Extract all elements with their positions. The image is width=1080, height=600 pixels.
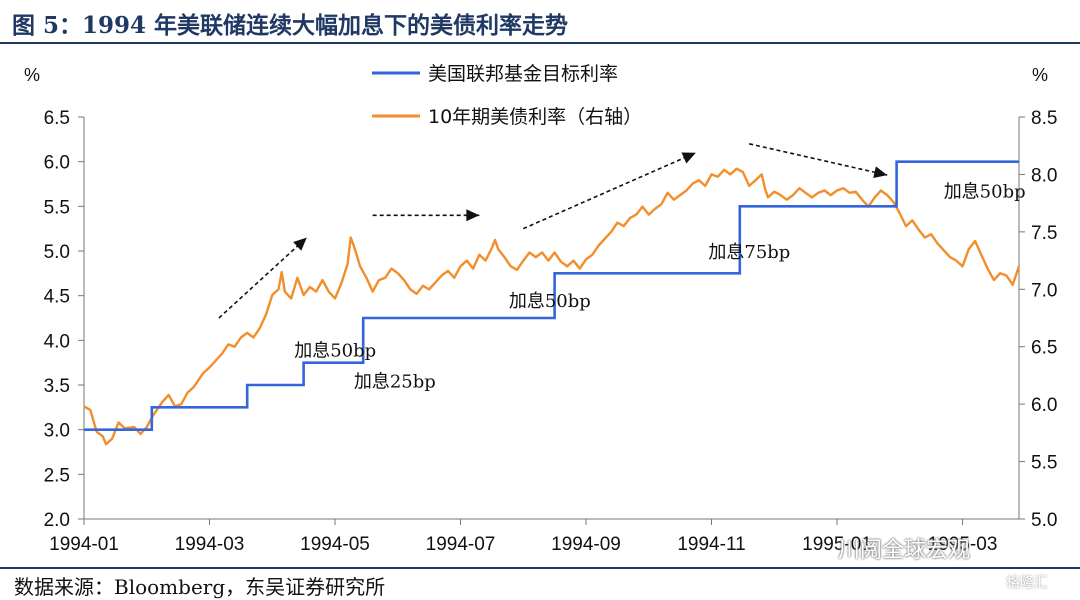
left-tick-label: 5.0 — [44, 242, 70, 263]
right-tick-label: 5.5 — [1031, 453, 1057, 474]
rate-hike-annotations: 加息25bp 加息50bp 加息50bp 加息75bp 加息50bp — [294, 181, 1025, 392]
left-y-unit: % — [24, 65, 40, 85]
left-tick-label: 5.5 — [44, 197, 70, 218]
right-tick-label: 5.0 — [1031, 510, 1057, 531]
trend-arrow-shaft — [522, 152, 697, 230]
left-tick-label: 3.5 — [44, 376, 70, 397]
left-tick-label: 6.5 — [44, 108, 70, 129]
rate-hike-label: 加息50bp — [509, 291, 591, 312]
left-tick-label: 4.0 — [44, 331, 70, 352]
left-tick-labels: 2.0 2.5 3.0 3.5 4.0 4.5 5.0 5.5 6.0 6.5 — [44, 108, 84, 531]
right-tick-label: 7.5 — [1031, 223, 1057, 244]
legend-label-ust: 10年期美债利率（右轴） — [428, 106, 642, 128]
x-tick-label: 1994-01 — [49, 534, 119, 555]
trend-arrow-head — [873, 166, 888, 179]
legend: 美国联邦基金目标利率 10年期美债利率（右轴） — [372, 63, 642, 128]
trend-arrow-head — [293, 237, 307, 251]
left-y-axis: % 2.0 2.5 3.0 3.5 4.0 4.5 5.0 5.5 6.0 6.5 — [24, 65, 85, 531]
x-tick-label: 1994-05 — [300, 534, 370, 555]
x-tick-label: 1995-03 — [928, 534, 998, 555]
x-tick-labels: 1994-01 1994-03 1994-05 1994-07 1994-09 1994-… — [49, 519, 997, 555]
trend-arrow-shaft — [748, 143, 888, 176]
rate-hike-label: 加息50bp — [294, 340, 376, 361]
source-rule — [0, 567, 1080, 569]
legend-label-fed: 美国联邦基金目标利率 — [428, 63, 618, 85]
left-tick-label: 6.0 — [44, 153, 70, 174]
rate-hike-label: 加息50bp — [944, 181, 1026, 202]
right-tick-label: 8.5 — [1031, 108, 1057, 129]
data-source: 数据来源：Bloomberg，东吴证券研究所 — [14, 575, 386, 599]
right-y-axis: % 5.0 5.5 6.0 6.5 7.0 7.5 8.0 8.5 — [1018, 65, 1057, 531]
trend-arrow-head — [681, 152, 696, 164]
x-tick-label: 1995-01 — [802, 534, 872, 555]
watermark-logo: 格隆汇 — [1006, 575, 1048, 591]
x-tick-label: 1994-09 — [551, 534, 621, 555]
figure-title: 图 5：1994 年美联储连续大幅加息下的美债利率走势 — [12, 12, 569, 39]
x-tick-label: 1994-11 — [677, 534, 745, 555]
series-line-fed-funds — [84, 160, 1019, 432]
series-line-10y-treasury — [83, 167, 1021, 446]
left-tick-label: 3.0 — [44, 421, 70, 442]
rate-hike-label: 加息25bp — [354, 372, 436, 393]
right-tick-label: 6.5 — [1031, 338, 1057, 359]
left-tick-label: 4.5 — [44, 287, 70, 308]
watermark-text: 川阅全球宏观 — [838, 538, 971, 563]
rate-hike-label: 加息75bp — [708, 242, 790, 263]
x-axis: 1994-01 1994-03 1994-05 1994-07 1994-09 1994-… — [49, 518, 1019, 555]
trend-arrows — [218, 143, 888, 319]
x-tick-label: 1994-07 — [426, 534, 496, 555]
right-tick-label: 7.0 — [1031, 280, 1057, 301]
left-tick-label: 2.5 — [44, 465, 70, 486]
x-tick-label: 1994-03 — [175, 534, 245, 555]
trend-arrow-shaft — [218, 237, 308, 319]
left-tick-label: 2.0 — [44, 510, 70, 531]
right-tick-labels: 5.0 5.5 6.0 6.5 7.0 7.5 8.0 8.5 — [1019, 108, 1057, 531]
right-tick-label: 8.0 — [1031, 165, 1057, 186]
right-y-unit: % — [1032, 65, 1048, 85]
title-rule — [0, 42, 1080, 44]
trend-arrow-head — [466, 209, 480, 222]
right-tick-label: 6.0 — [1031, 395, 1057, 416]
